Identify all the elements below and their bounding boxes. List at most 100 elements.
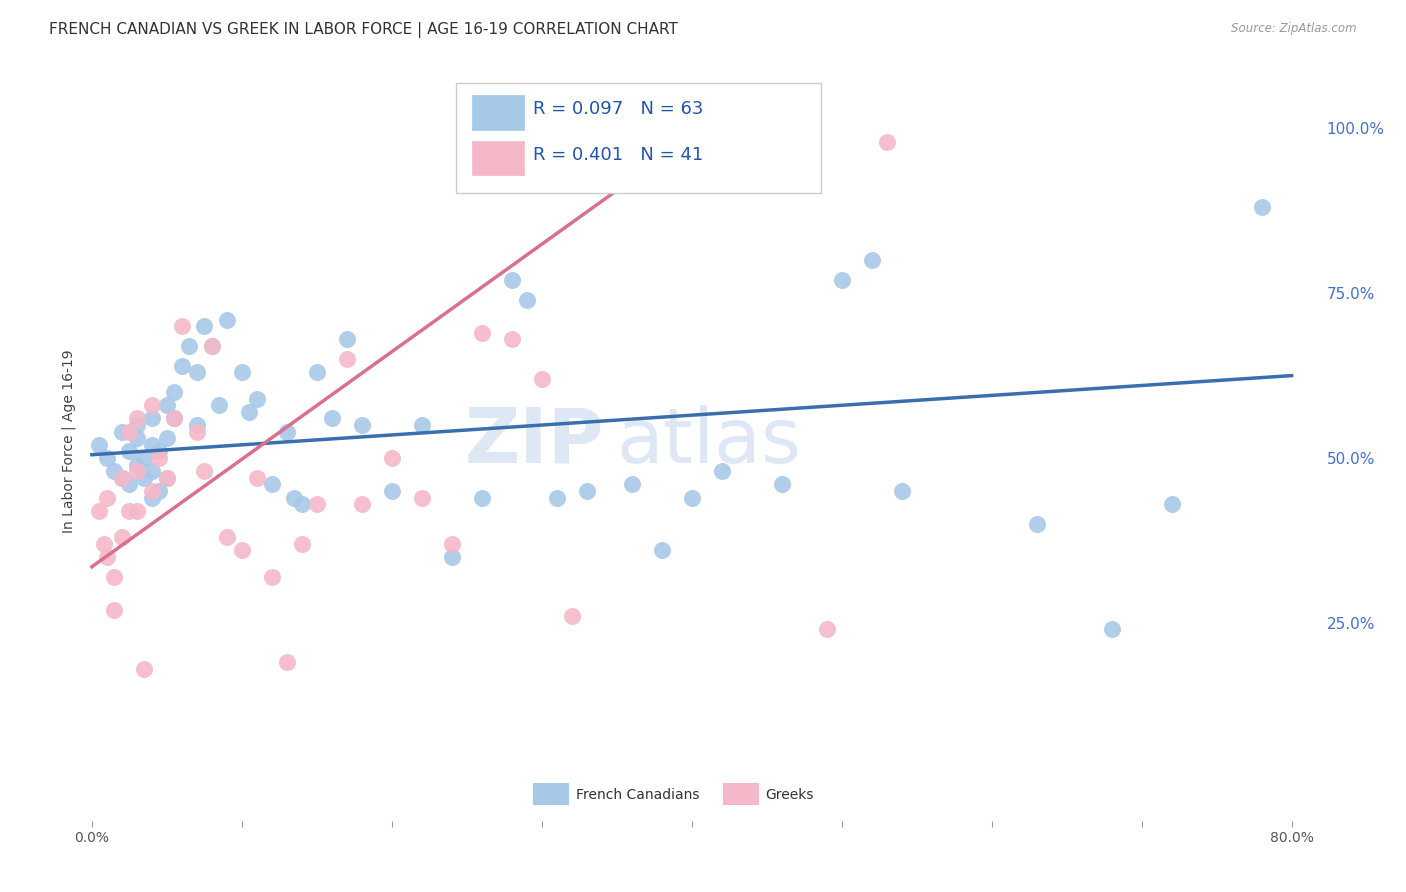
Point <box>305 365 328 379</box>
Point <box>163 411 186 425</box>
Point <box>125 464 148 478</box>
Point <box>231 365 253 379</box>
Point <box>575 483 598 498</box>
Point <box>1160 497 1182 511</box>
Point <box>96 491 118 505</box>
Point <box>118 504 141 518</box>
Point <box>276 656 298 670</box>
Point <box>471 491 494 505</box>
Point <box>141 491 163 505</box>
Point <box>118 425 141 439</box>
Point <box>381 483 404 498</box>
Point <box>125 431 148 445</box>
Text: FRENCH CANADIAN VS GREEK IN LABOR FORCE | AGE 16-19 CORRELATION CHART: FRENCH CANADIAN VS GREEK IN LABOR FORCE … <box>49 22 678 38</box>
Point <box>561 609 583 624</box>
Point <box>134 662 156 676</box>
Point <box>350 418 373 433</box>
Point <box>238 405 260 419</box>
Point <box>111 425 134 439</box>
Point <box>89 438 111 452</box>
Point <box>125 411 148 425</box>
Text: atlas: atlas <box>616 405 801 478</box>
Text: Greeks: Greeks <box>765 788 813 802</box>
Point <box>651 543 673 558</box>
Text: R = 0.097   N = 63: R = 0.097 N = 63 <box>533 101 704 119</box>
Point <box>260 570 283 584</box>
Point <box>471 326 494 340</box>
Point <box>156 471 179 485</box>
Point <box>93 537 115 551</box>
Point <box>831 273 853 287</box>
Point <box>148 450 170 465</box>
Text: R = 0.401   N = 41: R = 0.401 N = 41 <box>533 146 704 164</box>
Point <box>440 549 463 564</box>
Point <box>516 293 538 307</box>
Point <box>321 411 343 425</box>
FancyBboxPatch shape <box>533 783 569 805</box>
Point <box>193 319 215 334</box>
Point <box>620 477 643 491</box>
Point <box>501 273 523 287</box>
Point <box>260 477 283 491</box>
Point <box>103 570 125 584</box>
Point <box>118 444 141 458</box>
Point <box>890 483 912 498</box>
Point <box>208 398 231 412</box>
Point <box>170 319 193 334</box>
Point <box>103 464 125 478</box>
Point <box>170 359 193 373</box>
Point <box>1025 516 1047 531</box>
Point <box>96 450 118 465</box>
Point <box>231 543 253 558</box>
Point <box>148 444 170 458</box>
Point <box>215 530 238 544</box>
Point <box>148 483 170 498</box>
Point <box>156 431 179 445</box>
Point <box>141 411 163 425</box>
Y-axis label: In Labor Force | Age 16-19: In Labor Force | Age 16-19 <box>62 350 76 533</box>
Point <box>111 530 134 544</box>
FancyBboxPatch shape <box>723 783 759 805</box>
Point <box>156 471 179 485</box>
Point <box>134 450 156 465</box>
Point <box>141 438 163 452</box>
Point <box>163 385 186 400</box>
Text: French Canadians: French Canadians <box>575 788 699 802</box>
Point <box>291 537 314 551</box>
Point <box>815 623 838 637</box>
Point <box>179 339 201 353</box>
Point <box>291 497 314 511</box>
Point <box>111 471 134 485</box>
Point <box>186 365 208 379</box>
Text: ZIP: ZIP <box>464 405 605 478</box>
Point <box>440 537 463 551</box>
Point <box>276 425 298 439</box>
Point <box>125 418 148 433</box>
Point <box>336 352 359 367</box>
Point <box>350 497 373 511</box>
Point <box>125 458 148 472</box>
Point <box>186 425 208 439</box>
Point <box>141 483 163 498</box>
Point <box>501 332 523 346</box>
Point <box>411 491 433 505</box>
Point <box>141 398 163 412</box>
Point <box>530 372 553 386</box>
Point <box>381 450 404 465</box>
FancyBboxPatch shape <box>471 95 523 130</box>
Point <box>96 549 118 564</box>
Point <box>770 477 793 491</box>
Point <box>681 491 703 505</box>
Point <box>246 471 269 485</box>
Point <box>193 464 215 478</box>
Point <box>111 471 134 485</box>
Point <box>89 504 111 518</box>
Point <box>156 398 179 412</box>
Point <box>163 411 186 425</box>
Point <box>546 491 568 505</box>
Point <box>876 135 898 149</box>
Point <box>741 141 763 155</box>
Point <box>860 253 883 268</box>
Point <box>1250 201 1272 215</box>
Point <box>186 418 208 433</box>
